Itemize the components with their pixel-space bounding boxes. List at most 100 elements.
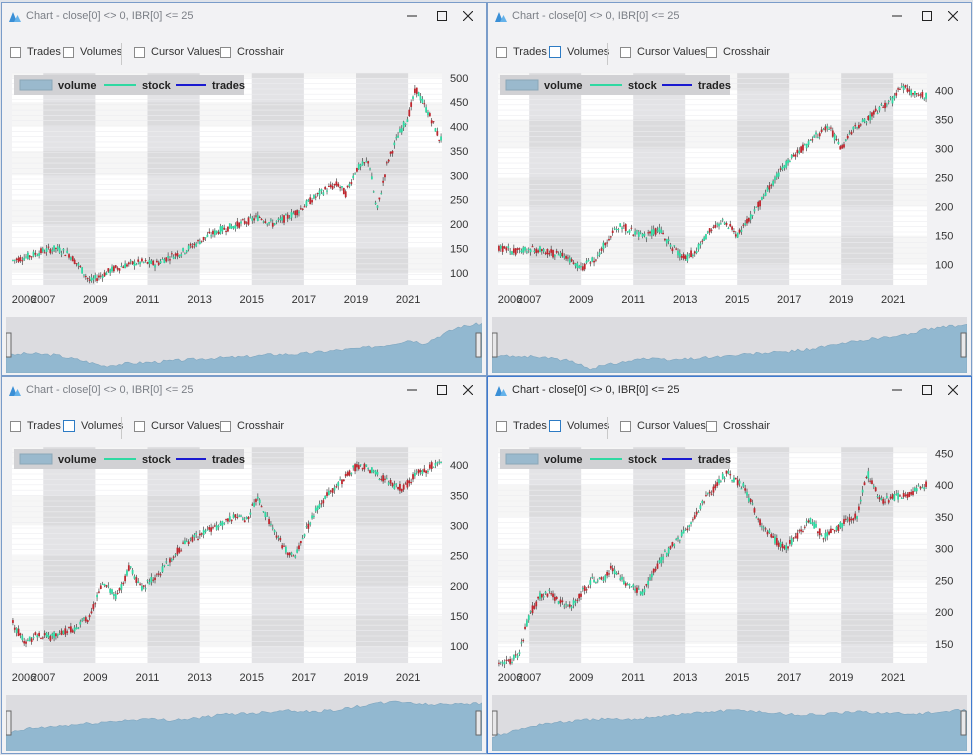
trades-checkbox[interactable] [10,420,21,432]
trades-checkbox[interactable] [496,46,507,58]
title-bar[interactable]: Chart - close[0] <> 0, IBR[0] <= 25 [2,3,486,31]
candle-body [859,124,862,126]
maximize-button[interactable] [913,380,941,400]
volumes-option[interactable]: Volumes [63,420,123,432]
volumes-option[interactable]: Volumes [549,46,609,58]
candle-body [794,154,797,157]
candle-body [533,605,536,609]
title-bar[interactable]: Chart - close[0] <> 0, IBR[0] <= 25 [2,377,486,405]
trades-option[interactable]: Trades [10,420,61,432]
crosshair-checkbox[interactable] [706,46,717,58]
candle-body [671,542,674,546]
price-chart[interactable]: 100 150 200 250 300 350 400 2006 2007 2009 2011 201… [6,441,482,691]
candle-body [84,617,87,622]
trades-checkbox[interactable] [10,46,21,58]
candle-body [36,255,39,257]
chart-window[interactable]: Chart - close[0] <> 0, IBR[0] <= 25 Trad… [487,2,972,376]
chart-window[interactable]: Chart - close[0] <> 0, IBR[0] <= 25 Trad… [1,376,487,754]
close-button[interactable] [939,380,967,400]
candle-body [876,112,879,114]
y-tick-label: 400 [935,480,953,492]
candle-body [790,538,793,545]
candle-body [174,253,177,256]
trades-option[interactable]: Trades [496,420,547,432]
volumes-checkbox[interactable] [63,46,74,58]
candle-body [75,263,78,265]
candle-body [245,517,248,520]
candle-body [684,255,687,259]
volumes-option[interactable]: Volumes [63,46,122,58]
volumes-checkbox[interactable] [549,46,561,58]
price-chart[interactable]: 100 150 200 250 300 350 400 2006 2007 2009 2011 201… [492,67,967,313]
maximize-button[interactable] [428,6,456,26]
cursor-values-checkbox[interactable] [620,420,631,432]
navigator-right-handle [960,710,967,736]
candle-body [15,258,18,261]
cursor-values-option[interactable]: Cursor Values [134,420,220,432]
candle-body [283,215,285,223]
candle-body [105,272,108,275]
candle-body [404,123,407,125]
candle-body [632,584,635,587]
title-bar[interactable]: Chart - close[0] <> 0, IBR[0] <= 25 [488,377,971,405]
crosshair-option[interactable]: Crosshair [220,420,284,432]
candle-body [686,528,689,531]
candle-body [96,594,98,598]
price-chart[interactable]: 150 200 250 300 350 400 450 2006 2007 2009 2011 201… [492,441,967,691]
cursor-values-option[interactable]: Cursor Values [620,420,706,432]
candle-body [296,210,299,216]
minimize-button[interactable] [398,6,426,26]
crosshair-checkbox[interactable] [220,420,231,432]
crosshair-option[interactable]: Crosshair [220,46,284,58]
candle-body [342,479,345,482]
cursor-values-option[interactable]: Cursor Values [620,46,706,58]
candle-body [511,661,513,663]
crosshair-checkbox[interactable] [706,420,717,432]
cursor-values-checkbox[interactable] [620,46,631,58]
volume-navigator[interactable] [6,695,482,751]
candle-body [208,231,211,234]
volume-navigator[interactable] [492,695,967,751]
candle-body [619,578,622,580]
volumes-checkbox[interactable] [549,420,561,432]
maximize-button[interactable] [428,380,456,400]
close-button[interactable] [454,380,482,400]
crosshair-option[interactable]: Crosshair [706,420,770,432]
trades-checkbox[interactable] [496,420,507,432]
price-chart[interactable]: 100 150 200 250 300 350 400 450 500 2006 2007 2009 2… [6,67,482,313]
title-bar[interactable]: Chart - close[0] <> 0, IBR[0] <= 25 [488,3,971,31]
close-button[interactable] [454,6,482,26]
candle-body [69,626,72,633]
candle-body [721,219,724,221]
candle-body [38,632,41,637]
minimize-button[interactable] [883,380,911,400]
volumes-option[interactable]: Volumes [549,420,609,432]
candle-body [680,256,683,258]
cursor-values-checkbox[interactable] [134,46,145,58]
cursor-values-checkbox[interactable] [134,420,145,432]
crosshair-label: Crosshair [723,420,771,432]
candle-body [387,159,390,162]
volume-navigator[interactable] [6,317,482,373]
candle-body [122,582,125,585]
candle-body [253,218,256,221]
candle-body [759,519,761,526]
crosshair-option[interactable]: Crosshair [706,46,770,58]
candle-body [527,248,530,250]
candle-body [232,514,235,518]
close-button[interactable] [939,6,967,26]
chart-window[interactable]: Chart - close[0] <> 0, IBR[0] <= 25 Trad… [487,376,972,754]
minimize-button[interactable] [398,380,426,400]
minimize-button[interactable] [883,6,911,26]
candle-body [781,543,784,548]
volume-navigator[interactable] [492,317,967,373]
chart-window[interactable]: Chart - close[0] <> 0, IBR[0] <= 25 Trad… [1,2,487,376]
candle-body [869,480,872,482]
cursor-values-option[interactable]: Cursor Values [134,46,220,58]
trades-option[interactable]: Trades [496,46,547,58]
crosshair-checkbox[interactable] [220,46,231,58]
volumes-checkbox[interactable] [63,420,75,432]
trades-option[interactable]: Trades [10,46,61,58]
maximize-button[interactable] [913,6,941,26]
candle-body [64,628,67,635]
